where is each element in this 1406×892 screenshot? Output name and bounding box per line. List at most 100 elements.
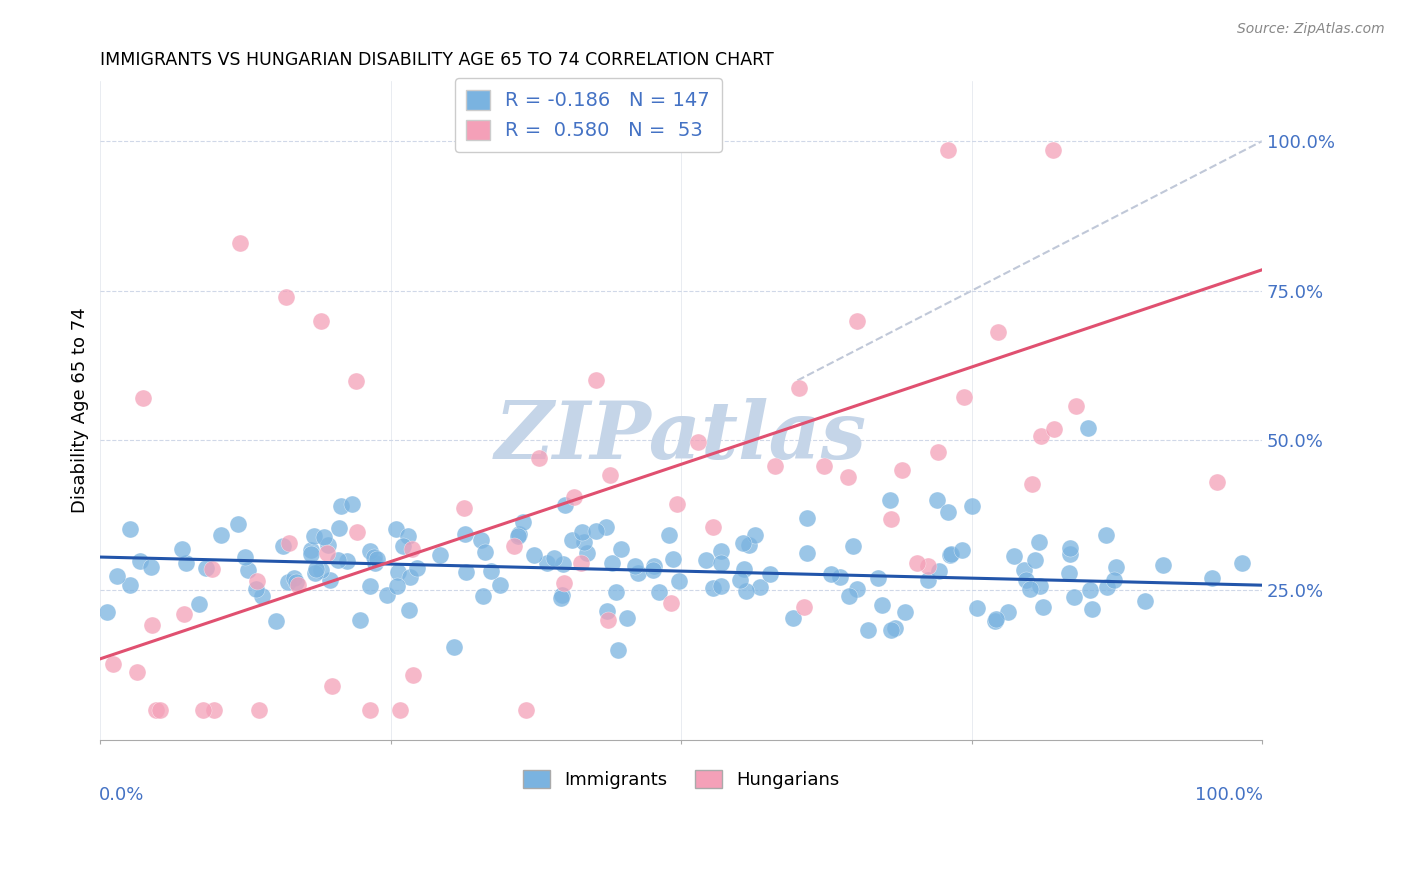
Point <box>391 539 413 553</box>
Point <box>1028 579 1050 593</box>
Point <box>763 459 786 474</box>
Text: 100.0%: 100.0% <box>1195 786 1263 804</box>
Point <box>252 589 274 603</box>
Point <box>842 539 865 553</box>
Point <box>891 463 914 477</box>
Point <box>554 498 576 512</box>
Point <box>385 579 408 593</box>
Point <box>326 552 349 566</box>
Point <box>209 528 232 542</box>
Point <box>1077 421 1099 435</box>
Point <box>453 527 475 541</box>
Point <box>569 556 592 570</box>
Point <box>536 556 558 570</box>
Point <box>610 541 633 556</box>
Point <box>309 314 332 328</box>
Point <box>398 569 420 583</box>
Point <box>1097 580 1119 594</box>
Point <box>515 703 537 717</box>
Point <box>1152 558 1174 572</box>
Point <box>1066 399 1088 413</box>
Point <box>319 574 342 588</box>
Point <box>936 143 959 157</box>
Point <box>508 526 530 541</box>
Point <box>595 604 617 618</box>
Point <box>276 290 298 304</box>
Point <box>1057 566 1080 580</box>
Point <box>938 548 960 562</box>
Point <box>266 614 288 628</box>
Point <box>1081 601 1104 615</box>
Point <box>174 556 197 570</box>
Point <box>710 578 733 592</box>
Point <box>1201 571 1223 585</box>
Point <box>302 529 325 543</box>
Point <box>879 623 901 637</box>
Point <box>838 589 860 603</box>
Point <box>129 554 152 568</box>
Point <box>820 566 842 581</box>
Point <box>472 589 495 603</box>
Point <box>987 325 1010 339</box>
Point <box>1028 535 1050 549</box>
Point <box>364 556 387 570</box>
Point <box>479 564 502 578</box>
Point <box>856 623 879 637</box>
Point <box>1043 422 1066 436</box>
Point <box>321 679 343 693</box>
Point <box>141 618 163 632</box>
Point <box>363 549 385 564</box>
Point <box>868 571 890 585</box>
Point <box>226 517 249 532</box>
Point <box>605 585 627 599</box>
Point <box>665 497 688 511</box>
Point <box>503 540 526 554</box>
Point <box>103 657 125 671</box>
Point <box>105 569 128 583</box>
Point <box>607 643 630 657</box>
Y-axis label: Disability Age 65 to 74: Disability Age 65 to 74 <box>72 308 89 513</box>
Point <box>796 545 818 559</box>
Point <box>1063 590 1085 604</box>
Point <box>960 499 983 513</box>
Point <box>870 599 893 613</box>
Point <box>1206 475 1229 490</box>
Point <box>454 566 477 580</box>
Point <box>139 560 162 574</box>
Point <box>283 571 305 585</box>
Point <box>846 582 869 596</box>
Point <box>984 614 1007 628</box>
Point <box>1012 563 1035 577</box>
Point <box>340 496 363 510</box>
Point <box>551 588 574 602</box>
Point <box>202 703 225 717</box>
Point <box>396 529 419 543</box>
Point <box>572 535 595 549</box>
Text: ZIPatlas: ZIPatlas <box>495 398 868 475</box>
Point <box>299 542 322 557</box>
Point <box>527 451 550 466</box>
Point <box>585 524 607 538</box>
Text: Source: ZipAtlas.com: Source: ZipAtlas.com <box>1237 22 1385 37</box>
Point <box>1078 583 1101 598</box>
Point <box>336 554 359 568</box>
Point <box>96 605 118 619</box>
Point <box>997 605 1019 619</box>
Point <box>793 600 815 615</box>
Point <box>315 546 337 560</box>
Point <box>550 591 572 606</box>
Point <box>405 561 427 575</box>
Text: IMMIGRANTS VS HUNGARIAN DISABILITY AGE 65 TO 74 CORRELATION CHART: IMMIGRANTS VS HUNGARIAN DISABILITY AGE 6… <box>100 51 775 69</box>
Point <box>1032 599 1054 614</box>
Point <box>359 579 381 593</box>
Point <box>744 528 766 542</box>
Point <box>966 601 988 615</box>
Point <box>1002 549 1025 564</box>
Point <box>731 535 754 549</box>
Point <box>585 373 607 387</box>
Point <box>318 538 340 552</box>
Point <box>246 574 269 589</box>
Point <box>173 607 195 622</box>
Point <box>1024 553 1046 567</box>
Point <box>271 539 294 553</box>
